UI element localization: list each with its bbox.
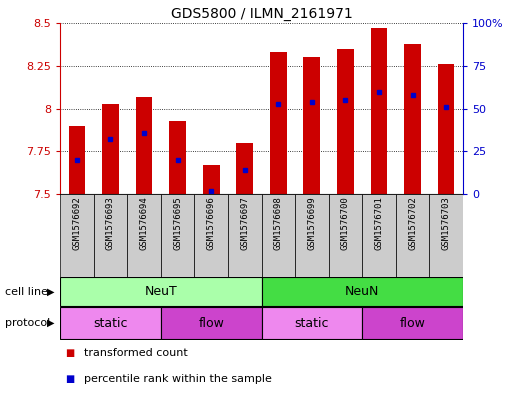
- Bar: [337, 49, 354, 194]
- Text: static: static: [93, 317, 128, 330]
- Text: GSM1576699: GSM1576699: [308, 196, 316, 250]
- Title: GDS5800 / ILMN_2161971: GDS5800 / ILMN_2161971: [170, 7, 353, 21]
- Text: GSM1576697: GSM1576697: [240, 196, 249, 250]
- Bar: [69, 126, 85, 194]
- Text: GSM1576696: GSM1576696: [207, 196, 215, 250]
- Bar: [60, 307, 161, 339]
- Text: static: static: [294, 317, 329, 330]
- Text: ▶: ▶: [48, 286, 55, 297]
- Bar: [396, 194, 429, 277]
- Text: protocol: protocol: [5, 318, 51, 328]
- Bar: [438, 64, 454, 194]
- Text: flow: flow: [198, 317, 224, 330]
- Bar: [295, 194, 328, 277]
- Text: GSM1576703: GSM1576703: [441, 196, 451, 250]
- Bar: [60, 194, 94, 277]
- Bar: [371, 28, 388, 194]
- Bar: [127, 194, 161, 277]
- Text: percentile rank within the sample: percentile rank within the sample: [84, 374, 271, 384]
- Bar: [169, 121, 186, 194]
- Text: transformed count: transformed count: [84, 348, 187, 358]
- Bar: [262, 194, 295, 277]
- Bar: [362, 307, 463, 339]
- Text: GSM1576692: GSM1576692: [72, 196, 82, 250]
- Bar: [60, 277, 262, 306]
- Text: GSM1576701: GSM1576701: [374, 196, 383, 250]
- Bar: [328, 194, 362, 277]
- Bar: [135, 97, 152, 194]
- Text: GSM1576693: GSM1576693: [106, 196, 115, 250]
- Text: GSM1576702: GSM1576702: [408, 196, 417, 250]
- Text: GSM1576695: GSM1576695: [173, 196, 182, 250]
- Bar: [203, 165, 220, 194]
- Bar: [404, 44, 421, 194]
- Bar: [94, 194, 127, 277]
- Bar: [362, 194, 396, 277]
- Bar: [102, 103, 119, 194]
- Text: flow: flow: [400, 317, 425, 330]
- Bar: [429, 194, 463, 277]
- Bar: [303, 57, 320, 194]
- Text: ■: ■: [65, 374, 75, 384]
- Text: GSM1576694: GSM1576694: [140, 196, 149, 250]
- Bar: [195, 194, 228, 277]
- Bar: [228, 194, 262, 277]
- Text: GSM1576698: GSM1576698: [274, 196, 283, 250]
- Text: NeuN: NeuN: [345, 285, 379, 298]
- Bar: [262, 307, 362, 339]
- Bar: [161, 307, 262, 339]
- Text: ▶: ▶: [48, 318, 55, 328]
- Text: cell line: cell line: [5, 286, 48, 297]
- Text: GSM1576700: GSM1576700: [341, 196, 350, 250]
- Bar: [262, 277, 463, 306]
- Bar: [236, 143, 253, 194]
- Bar: [161, 194, 195, 277]
- Bar: [270, 52, 287, 194]
- Text: NeuT: NeuT: [144, 285, 177, 298]
- Text: ■: ■: [65, 348, 75, 358]
